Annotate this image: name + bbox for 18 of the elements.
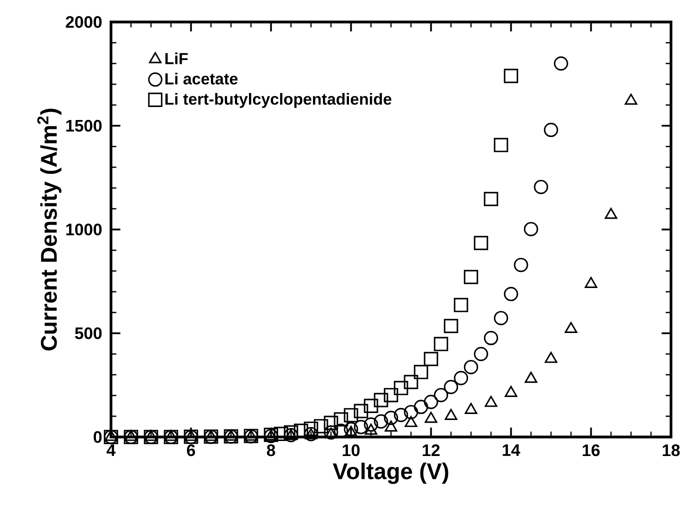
x-tick-label: 14	[502, 444, 520, 456]
legend-label: Li acetate	[165, 72, 238, 84]
x-tick-label: 4	[106, 444, 116, 456]
legend-label: LiF	[165, 52, 188, 64]
x-tick-label: 12	[422, 444, 440, 456]
y-tick-label: 500	[75, 327, 102, 340]
x-tick-label: 18	[662, 444, 680, 456]
x-tick-label: 16	[582, 444, 600, 456]
x-axis-title: Voltage (V)	[332, 462, 448, 484]
y-tick-label: 0	[94, 431, 102, 443]
x-tick-label: 8	[266, 444, 276, 456]
legend-label: Li tert-butylcyclopentadienide	[165, 93, 392, 108]
y-tick-label: 1000	[66, 224, 102, 236]
x-tick-label: 10	[342, 444, 360, 456]
x-tick-label: 6	[186, 444, 196, 456]
y-tick-label: 1500	[66, 120, 102, 132]
y-tick-label: 2000	[66, 16, 102, 28]
y-axis-title: Current Density (A/m$^{2}$)	[37, 108, 62, 350]
